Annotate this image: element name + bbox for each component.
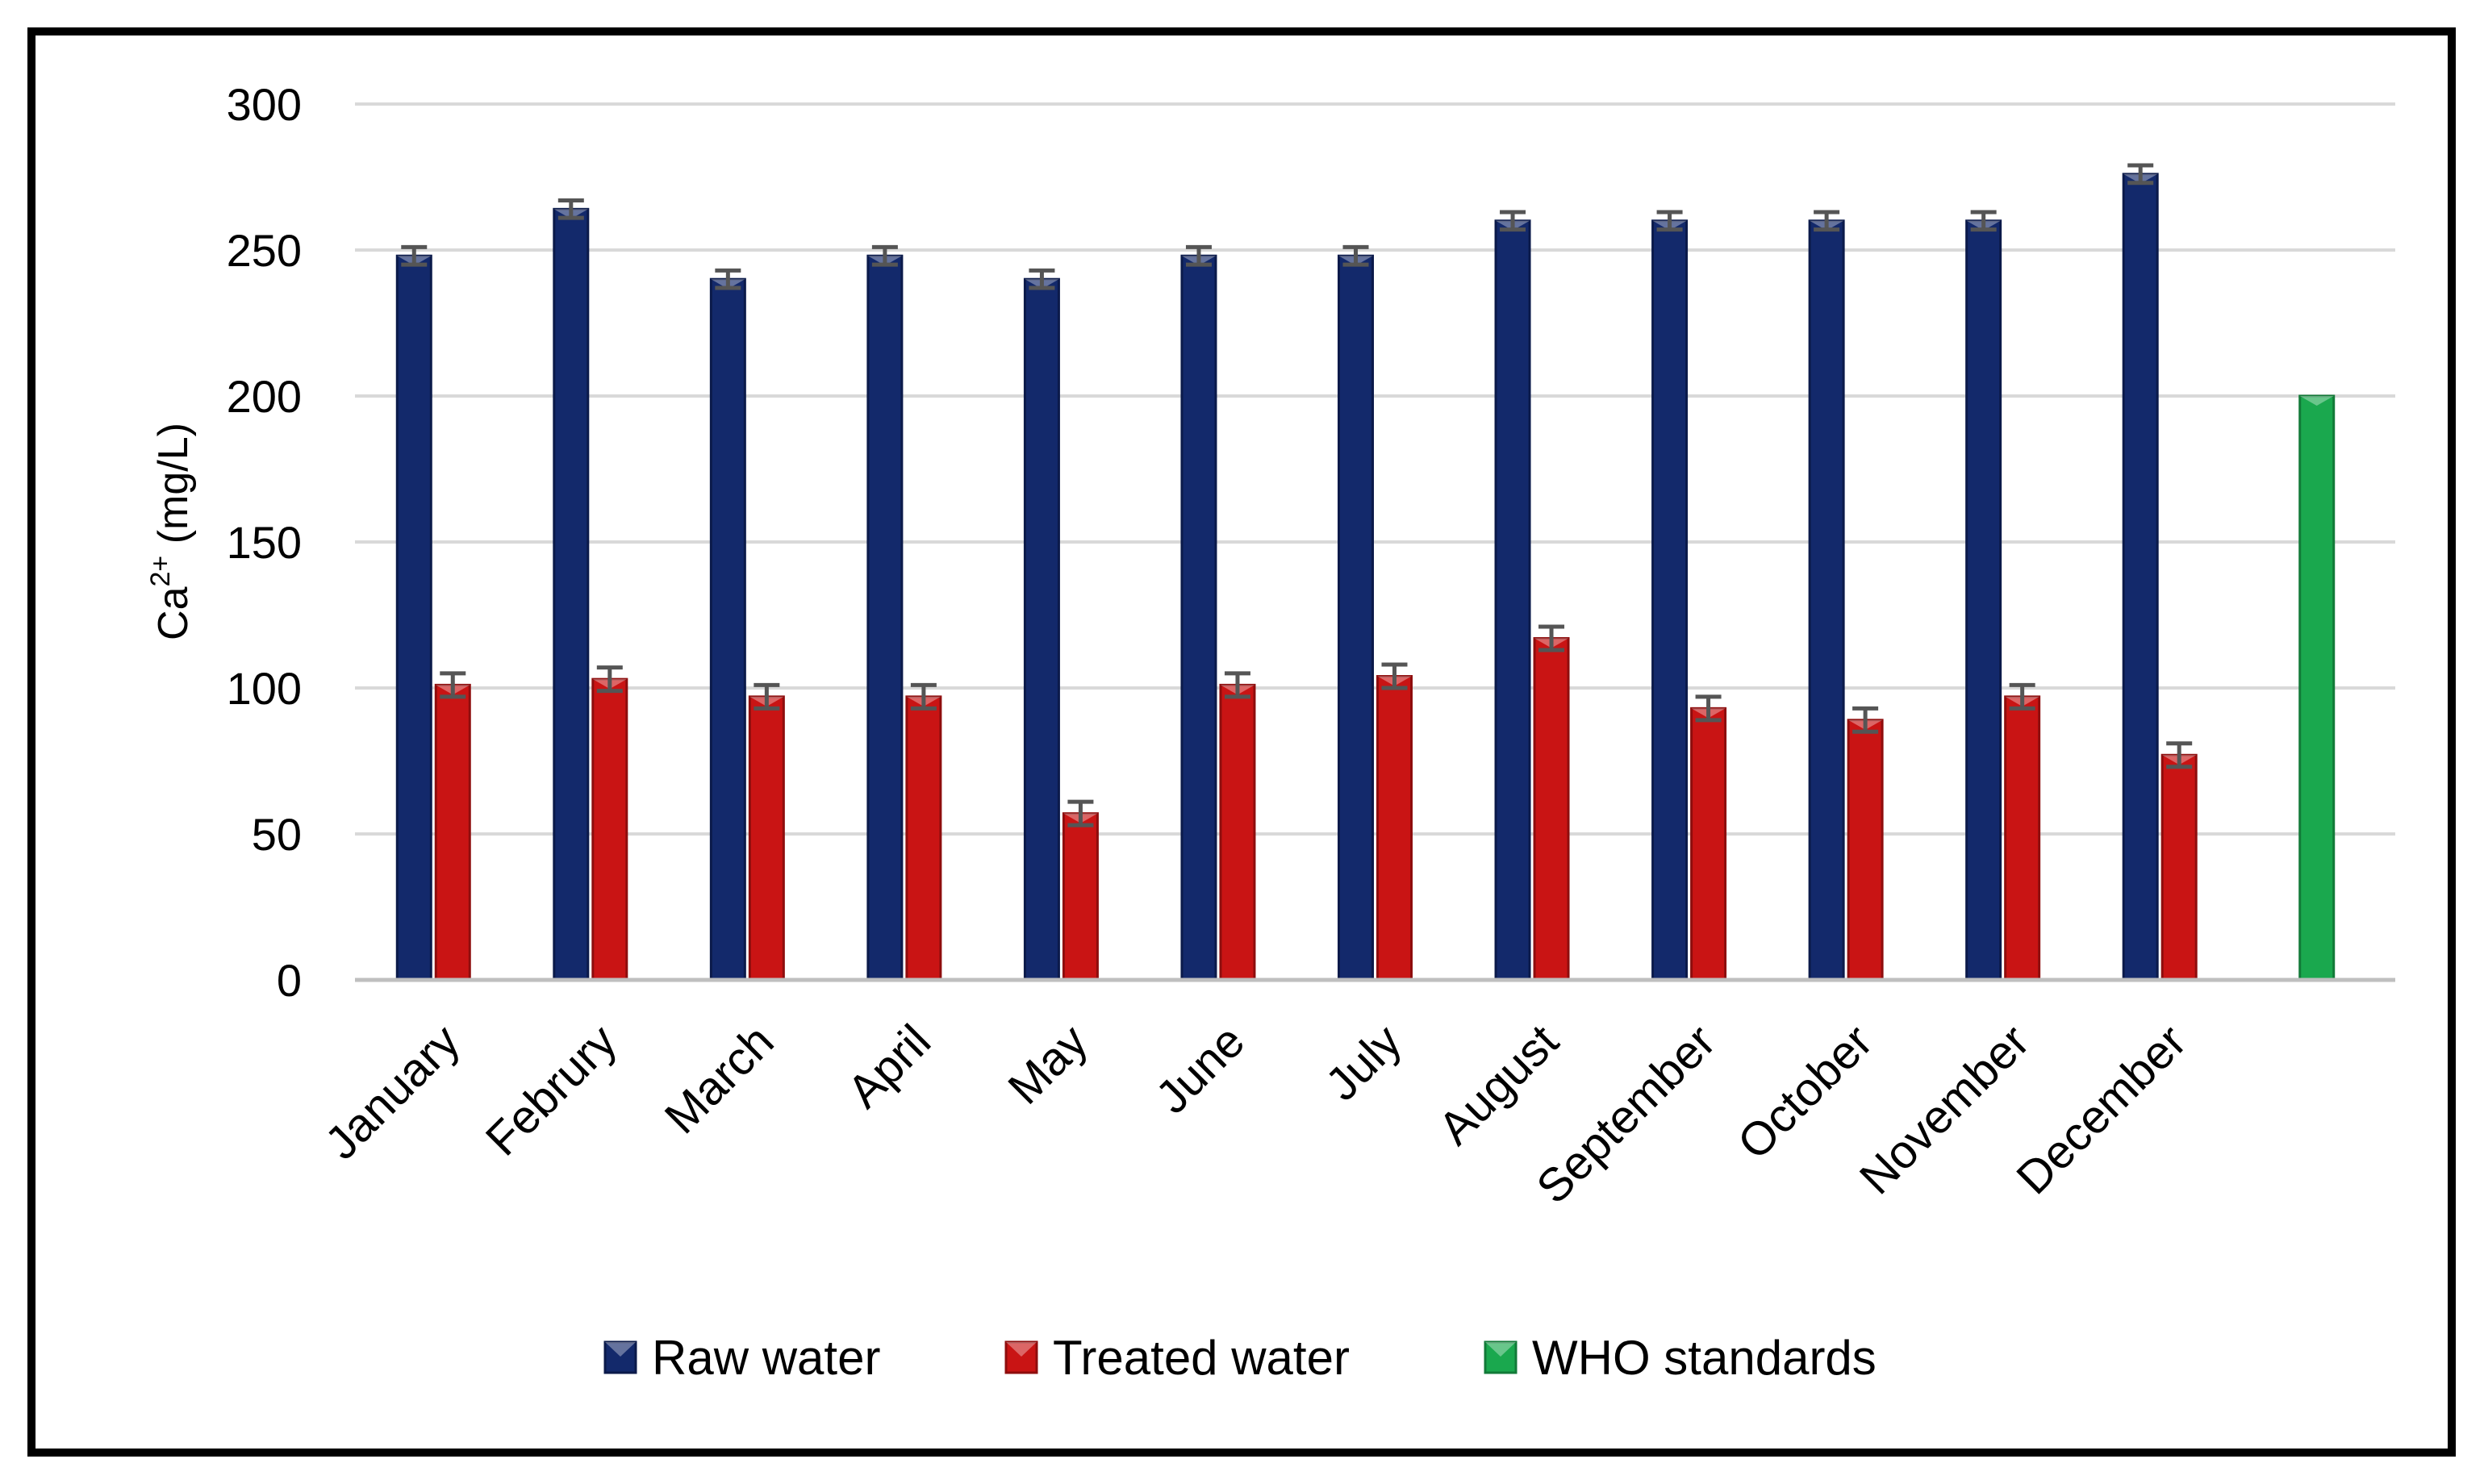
bar-treated-water [1847, 719, 1884, 982]
y-axis-label-unit: (mg/L) [150, 423, 197, 556]
y-tick-label: 100 [227, 663, 302, 714]
y-axis-ticks: 0 50 100 150 200 250 300 [227, 79, 302, 1006]
bar-treated-water [2004, 695, 2041, 982]
y-tick-label: 300 [227, 79, 302, 130]
y-axis-label-base: Ca [150, 586, 197, 640]
bar-treated-water [591, 677, 628, 982]
y-tick-label: 200 [227, 371, 302, 422]
bar-raw-water [1338, 254, 1374, 982]
y-tick-label: 150 [227, 517, 302, 568]
bar-raw-water [1180, 254, 1217, 982]
x-tick-label: April [837, 1015, 941, 1118]
legend-swatch-bevel [605, 1342, 636, 1357]
legend-swatch-bevel [1006, 1342, 1037, 1357]
bar-raw-water [709, 277, 746, 982]
bar-raw-water [1023, 277, 1060, 982]
bar-raw-water [395, 254, 432, 982]
x-tick-label: August [1429, 1015, 1569, 1155]
legend-swatch [1484, 1340, 1518, 1374]
bar-who-standards [2298, 394, 2336, 982]
x-tick-label: January [315, 1015, 470, 1169]
bar-raw-water [1494, 219, 1531, 982]
y-tick-label: 50 [252, 809, 302, 860]
bar-treated-water [434, 683, 471, 982]
bar-raw-water [2122, 173, 2159, 982]
bar-raw-water [553, 207, 590, 982]
x-axis-ticks: January Februry March April May June July Augus… [315, 1015, 2197, 1214]
x-tick-label: June [1146, 1015, 1255, 1123]
gridlines [355, 102, 2395, 982]
bar-bevel [2299, 396, 2334, 406]
bar-raw-water [1808, 219, 1845, 982]
x-tick-label: May [998, 1015, 1097, 1114]
legend-swatch [1004, 1340, 1038, 1374]
bar-raw-water [866, 254, 904, 982]
x-tick-label: Februry [476, 1015, 627, 1165]
x-tick-label: October [1727, 1015, 1882, 1169]
x-tick-label: March [655, 1015, 784, 1144]
bar-treated-water [1062, 812, 1099, 982]
bar-raw-water [1965, 219, 2002, 982]
bar-raw-water [1651, 219, 1689, 982]
bar-treated-water [1219, 683, 1256, 982]
bar-treated-water [1376, 675, 1413, 982]
legend-label: WHO standards [1532, 1331, 1877, 1385]
bar-treated-water [1690, 707, 1727, 982]
y-tick-label: 250 [227, 225, 302, 276]
chart: 0 50 100 150 200 250 300 January Februry March Ap… [145, 79, 2395, 1385]
y-axis-label-superscript: 2+ [145, 556, 176, 587]
error-bars [401, 163, 2193, 827]
bar-treated-water [2160, 753, 2198, 982]
x-tick-label: November [1850, 1015, 2039, 1204]
legend: Raw water Treated water WHO standards [603, 1331, 1877, 1385]
x-tick-label: July [1316, 1015, 1412, 1111]
bars [395, 173, 2336, 982]
legend-label: Raw water [652, 1331, 880, 1385]
legend-swatch [603, 1340, 637, 1374]
y-axis-label: Ca2+ (mg/L) [145, 423, 197, 640]
y-tick-label: 0 [277, 955, 302, 1006]
bar-treated-water [1533, 636, 1570, 982]
legend-label: Treated water [1053, 1331, 1350, 1385]
chart-frame: 0 50 100 150 200 250 300 January Februry March Ap… [27, 27, 2456, 1457]
legend-swatch-bevel [1485, 1342, 1516, 1357]
x-tick-label: December [2006, 1015, 2196, 1204]
bar-treated-water [748, 695, 785, 982]
bar-treated-water [905, 695, 942, 982]
